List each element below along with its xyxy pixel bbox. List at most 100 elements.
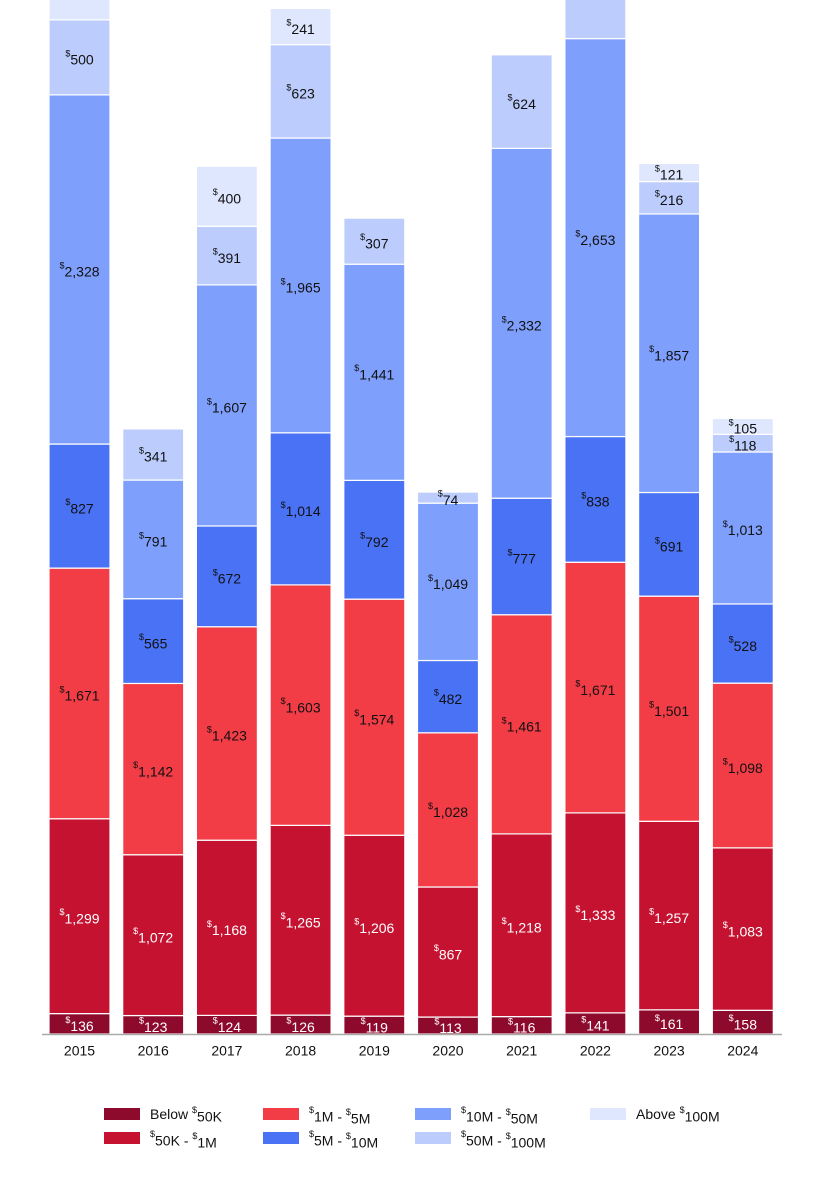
legend-label-5: $10M - $50M: [461, 1105, 538, 1126]
data-label-2020-2: $867: [434, 943, 463, 962]
bar-segment-2022-3: [564, 561, 627, 814]
data-label-2017-1: $124: [213, 1016, 242, 1035]
bar-segment-2019-5: [343, 263, 406, 481]
data-label-2023-2: $1,257: [649, 907, 689, 926]
data-label-2015-6: $500: [65, 49, 94, 68]
legend-swatch-7: [590, 1108, 626, 1120]
legend-label-3: $1M - $5M: [309, 1105, 370, 1126]
bar-segment-2022-4: [564, 435, 627, 563]
data-label-2022-1: $141: [581, 1015, 610, 1034]
x-tick-label: 2023: [654, 1043, 685, 1059]
bar-segment-2016-6: [122, 428, 185, 481]
data-label-2016-3: $1,142: [133, 760, 173, 779]
bar-segment-2016-2: [122, 854, 185, 1017]
data-label-2019-6: $307: [360, 233, 389, 252]
legend-label-6: $50M - $100M: [461, 1129, 546, 1150]
data-label-2020-6: $74: [438, 489, 459, 508]
bar-segment-2020-2: [416, 886, 480, 1018]
data-label-2018-7: $241: [286, 18, 315, 37]
bar-segment-2019-6: [343, 217, 406, 265]
data-label-2021-6: $624: [508, 93, 537, 112]
data-label-2019-3: $1,574: [354, 709, 394, 728]
data-label-2019-5: $1,441: [354, 364, 394, 383]
legend-swatch-4: [263, 1132, 299, 1144]
bar-segment-2017-7: [195, 165, 258, 227]
legend-label-2: $50K - $1M: [150, 1129, 217, 1150]
legend: Below $50K $50K - $1M $1M - $5M $5M - $10M $…: [104, 1105, 720, 1150]
x-tick-label: 2022: [580, 1043, 611, 1059]
legend-swatch-6: [415, 1132, 451, 1144]
data-label-2021-5: $2,332: [502, 315, 542, 334]
data-label-2017-6: $391: [213, 247, 242, 266]
data-label-2017-7: $400: [213, 188, 242, 207]
bar-segment-2017-5: [195, 284, 258, 527]
bar-segment-2020-3: [416, 732, 480, 888]
bar-segment-2018-6: [269, 43, 332, 139]
legend-label-1: Below $50K: [150, 1105, 223, 1124]
data-label-2020-5: $1,049: [428, 573, 468, 592]
bar-segment-2015-2: [48, 818, 111, 1015]
data-label-2022-4: $838: [581, 491, 610, 510]
x-tick-label: 2016: [138, 1043, 169, 1059]
bar-segment-2021-5: [490, 147, 553, 499]
data-label-2024-3: $1,098: [723, 757, 763, 776]
data-label-2021-3: $1,461: [502, 716, 542, 735]
bar-segment-2017-6: [195, 225, 258, 286]
bar-segment-2018-4: [269, 432, 332, 586]
data-label-2024-2: $1,083: [723, 920, 763, 939]
legend-swatch-5: [415, 1108, 451, 1120]
data-label-2024-7: $105: [729, 418, 758, 437]
x-tick-label: 2019: [359, 1043, 390, 1059]
bar-segment-2020-5: [416, 502, 480, 662]
legend-label-4: $5M - $10M: [309, 1129, 378, 1150]
data-label-2024-1: $158: [729, 1013, 758, 1032]
bar-segment-2024-3: [711, 682, 774, 849]
data-label-2023-4: $691: [655, 536, 684, 555]
bar-segment-2023-4: [637, 491, 701, 597]
data-label-2019-4: $792: [360, 531, 389, 550]
data-label-2019-2: $1,206: [354, 917, 394, 936]
data-label-2015-4: $827: [65, 497, 94, 516]
data-label-2018-4: $1,014: [281, 500, 321, 519]
bar-segment-2021-4: [490, 497, 553, 616]
bar-segment-2019-3: [343, 598, 406, 836]
bar-segment-2018-2: [269, 824, 332, 1016]
data-label-2016-2: $1,072: [133, 926, 173, 945]
data-label-2018-2: $1,265: [281, 912, 321, 931]
data-label-2018-1: $126: [286, 1016, 315, 1035]
x-tick-label: 2024: [727, 1043, 758, 1059]
data-label-2021-2: $1,218: [502, 917, 542, 936]
bar-segment-2018-5: [269, 137, 332, 434]
bar-segment-2019-2: [343, 834, 406, 1017]
bar-segment-2015-4: [48, 443, 111, 569]
data-label-2016-1: $123: [139, 1016, 168, 1035]
data-label-2017-5: $1,607: [207, 397, 247, 416]
bar-segment-2016-4: [122, 598, 185, 685]
bar-segment-2021-2: [490, 833, 553, 1018]
data-label-2023-1: $161: [655, 1013, 684, 1032]
bar-segment-2022-6: [564, 0, 627, 40]
x-tick-label: 2017: [211, 1043, 242, 1059]
data-label-2016-6: $341: [139, 446, 168, 465]
x-tick-label: 2018: [285, 1043, 316, 1059]
bar-segment-2016-5: [122, 479, 185, 600]
legend-swatch-3: [263, 1108, 299, 1120]
bar-segment-2021-3: [490, 614, 553, 835]
bar-segment-2018-7: [269, 7, 332, 46]
bar-segment-2023-5: [637, 213, 701, 494]
data-label-2022-5: $2,653: [575, 229, 615, 248]
data-label-2023-3: $1,501: [649, 700, 689, 719]
x-axis: 2015 2016 2017 2018 2019 2020 2021 2022 2023 2024: [42, 1033, 782, 1059]
legend-label-7: Above $100M: [636, 1105, 720, 1124]
bar-segment-2019-4: [343, 479, 406, 600]
bar-segment-2023-7: [637, 162, 701, 183]
data-label-2021-1: $116: [508, 1017, 536, 1036]
data-label-2022-3: $1,671: [575, 679, 615, 698]
bar-segment-2020-4: [416, 659, 480, 734]
data-label-2017-2: $1,168: [207, 919, 247, 938]
x-tick-label: 2020: [432, 1043, 463, 1059]
bar-segment-2024-4: [711, 603, 774, 684]
data-label-2016-5: $791: [139, 531, 168, 550]
data-label-2017-3: $1,423: [207, 725, 247, 744]
